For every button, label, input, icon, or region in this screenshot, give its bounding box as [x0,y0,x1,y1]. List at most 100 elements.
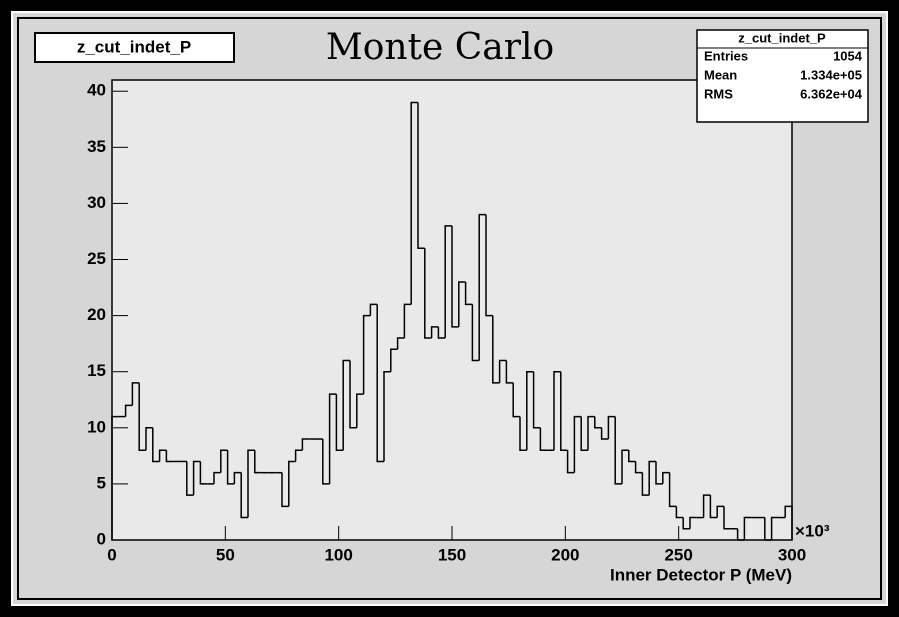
histogram-bin [736,528,745,541]
histogram-bin [437,326,446,339]
histogram-bin [512,382,520,418]
stats-value: 1.334e+05 [800,67,862,82]
x-tick-label: 100 [324,545,352,564]
histogram-bin [655,461,663,485]
histogram-bin [587,415,595,451]
histogram-bin [709,495,718,519]
histogram-bin [226,450,235,485]
histogram-bin [342,359,350,451]
histogram-bin [675,506,684,519]
histogram-bin [152,427,160,463]
stats-key: Entries [704,48,748,63]
x-tick-label: 200 [551,545,579,564]
y-tick-label: 20 [87,305,106,324]
histogram-bin [532,371,541,429]
y-tick-label: 30 [87,193,106,212]
histogram-bin [621,449,629,484]
histogram-bin [424,248,432,339]
histogram-bin [356,393,364,428]
stats-key: Mean [704,67,737,82]
histogram-bin [430,326,439,339]
x-tick-label: 50 [216,545,235,564]
histogram-bin [471,304,480,362]
histogram-bin [328,393,337,484]
histogram-bin [648,460,656,496]
histogram-bin [770,516,779,540]
histogram-bin [186,461,194,496]
histogram-bin [682,517,690,530]
y-tick-label: 10 [87,417,106,436]
histogram-bin [662,471,670,484]
histogram-bin [553,370,561,451]
name-box [34,32,235,63]
histogram-bin [192,460,201,496]
histogram-bin [634,461,643,474]
y-tick-label: 35 [87,137,106,156]
histogram-bin [403,303,412,339]
histogram-bin [607,415,616,440]
histogram-bin [165,450,174,463]
histogram-bin [743,516,752,540]
stats-title: z_cut_indet_P [738,30,826,45]
histogram-bin [498,359,507,383]
histogram-bin [410,101,418,305]
histogram-bin [158,449,167,462]
histogram-bin [294,449,303,462]
histogram-bin [335,394,344,451]
histogram-bin [322,439,330,485]
histogram-bin [458,281,466,327]
histogram-bin [288,460,296,507]
histogram-bin [560,371,568,451]
histogram-bin [247,449,255,518]
histogram-bin [349,360,357,429]
histogram-bin [668,472,677,508]
stats-box [696,29,869,123]
histogram-bin [580,416,588,451]
histogram-bin [376,304,384,463]
x-tick-label: 0 [107,545,116,564]
stats-key: RMS [704,86,733,101]
histogram-bin [138,382,146,451]
histogram-bin [464,281,473,306]
histogram-bin [628,450,636,463]
histogram-bin [254,450,262,474]
histogram-bin [145,427,153,451]
histogram-bin [505,360,514,384]
canvas-border [17,17,882,600]
histogram-bin [485,214,493,317]
x-axis-label: Inner Detector P (MeV) [610,565,792,584]
histogram-bin [362,314,371,395]
y-tick-label: 15 [87,361,106,380]
histogram-bin [600,427,609,440]
histogram-bin [451,225,459,328]
histogram-bin [764,517,772,541]
histogram-bin [784,505,793,540]
histogram-bin [444,225,452,339]
histogram-bin [594,416,602,429]
y-tick-label: 25 [87,249,106,268]
x-tick-label: 150 [438,545,466,564]
x-tick-label: 250 [664,545,692,564]
y-tick-label: 5 [97,473,106,492]
y-tick-label: 40 [87,81,106,100]
histogram-bin [641,472,650,496]
histogram-bin [539,427,548,451]
histogram-bin [689,516,697,529]
y-tick-label: 0 [97,529,106,548]
chart-title: Monte Carlo [326,27,554,68]
histogram-bin [566,450,575,474]
stats-value: 6.362e+04 [800,86,863,101]
histogram-bin [702,494,711,518]
histogram-bin [383,370,391,462]
histogram-bin [240,472,248,519]
histogram-bin [281,472,289,508]
histogram-bin [417,102,425,250]
histogram-bin [199,461,208,485]
histogram-bin [220,449,228,473]
histogram-bin [723,506,731,530]
histogram-bin [390,348,398,372]
name-label: z_cut_indet_P [77,37,191,56]
histogram-bin [573,415,582,473]
stats-value: 1054 [833,48,863,63]
